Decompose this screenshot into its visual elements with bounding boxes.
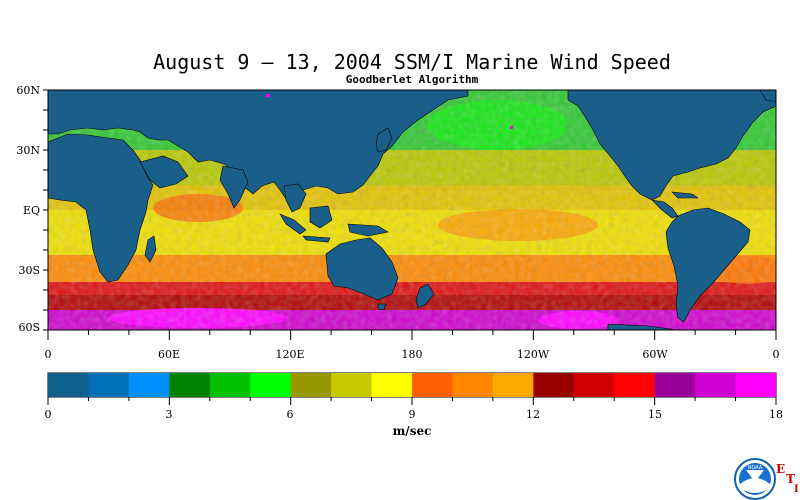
colorbar-swatch	[169, 373, 211, 397]
colorbar-swatch	[128, 373, 170, 397]
colorbar-swatch	[492, 373, 534, 397]
eti-mark-e: E	[776, 462, 786, 476]
lon-label-180: 180	[401, 348, 423, 361]
noaa-logo-text: NOAA	[748, 465, 763, 471]
colorbar-swatch	[48, 373, 89, 397]
colorbar-swatch	[209, 373, 251, 397]
colorbar-tick-6: 6	[286, 408, 294, 421]
colorbar-swatch	[250, 373, 292, 397]
colorbar-swatch	[371, 373, 413, 397]
lat-label-30s: 30S	[18, 264, 40, 277]
colorbar-swatch	[412, 373, 453, 397]
lon-label-0-east: 0	[772, 348, 780, 361]
colorbar-tick-3: 3	[165, 408, 173, 421]
colorbar-tick-9: 9	[408, 408, 416, 421]
lat-label-60s: 60S	[18, 321, 40, 334]
wind-speed-map	[48, 90, 776, 330]
noaa-logo: NOAA	[734, 458, 776, 500]
colorbar-swatch	[573, 373, 615, 397]
colorbar	[48, 373, 776, 397]
colorbar-swatch	[290, 373, 332, 397]
colorbar-swatch	[331, 373, 373, 397]
colorbar-tick-0: 0	[44, 408, 52, 421]
lat-label-30n: 30N	[16, 144, 40, 157]
lat-label-eq: EQ	[22, 204, 40, 217]
colorbar-swatch	[695, 373, 737, 397]
page-title: August 9 – 13, 2004 SSM/I Marine Wind Sp…	[153, 50, 671, 74]
colorbar-swatch	[654, 373, 696, 397]
eti-mark-i: I	[794, 484, 799, 495]
lon-label-60w: 60W	[642, 348, 668, 361]
lat-label-60n: 60N	[16, 84, 40, 97]
lon-label-60e: 60E	[157, 348, 181, 361]
colorbar-tick-12: 12	[526, 408, 540, 421]
lon-label-0: 0	[44, 348, 52, 361]
colorbar-swatch	[452, 373, 494, 397]
colorbar-swatch	[533, 373, 575, 397]
lon-label-120w: 120W	[516, 348, 550, 361]
colorbar-swatch	[735, 373, 776, 397]
page-subtitle: Goodberlet Algorithm	[345, 73, 479, 86]
colorbar-tick-15: 15	[648, 408, 662, 421]
eti-mark-t: T	[786, 472, 795, 486]
colorbar-unit: m/sec	[392, 424, 432, 438]
colorbar-ticks	[47, 397, 777, 405]
lon-label-120e: 120E	[275, 348, 305, 361]
colorbar-swatch	[88, 373, 130, 397]
colorbar-tick-18: 18	[769, 408, 783, 421]
colorbar-swatch	[614, 373, 656, 397]
